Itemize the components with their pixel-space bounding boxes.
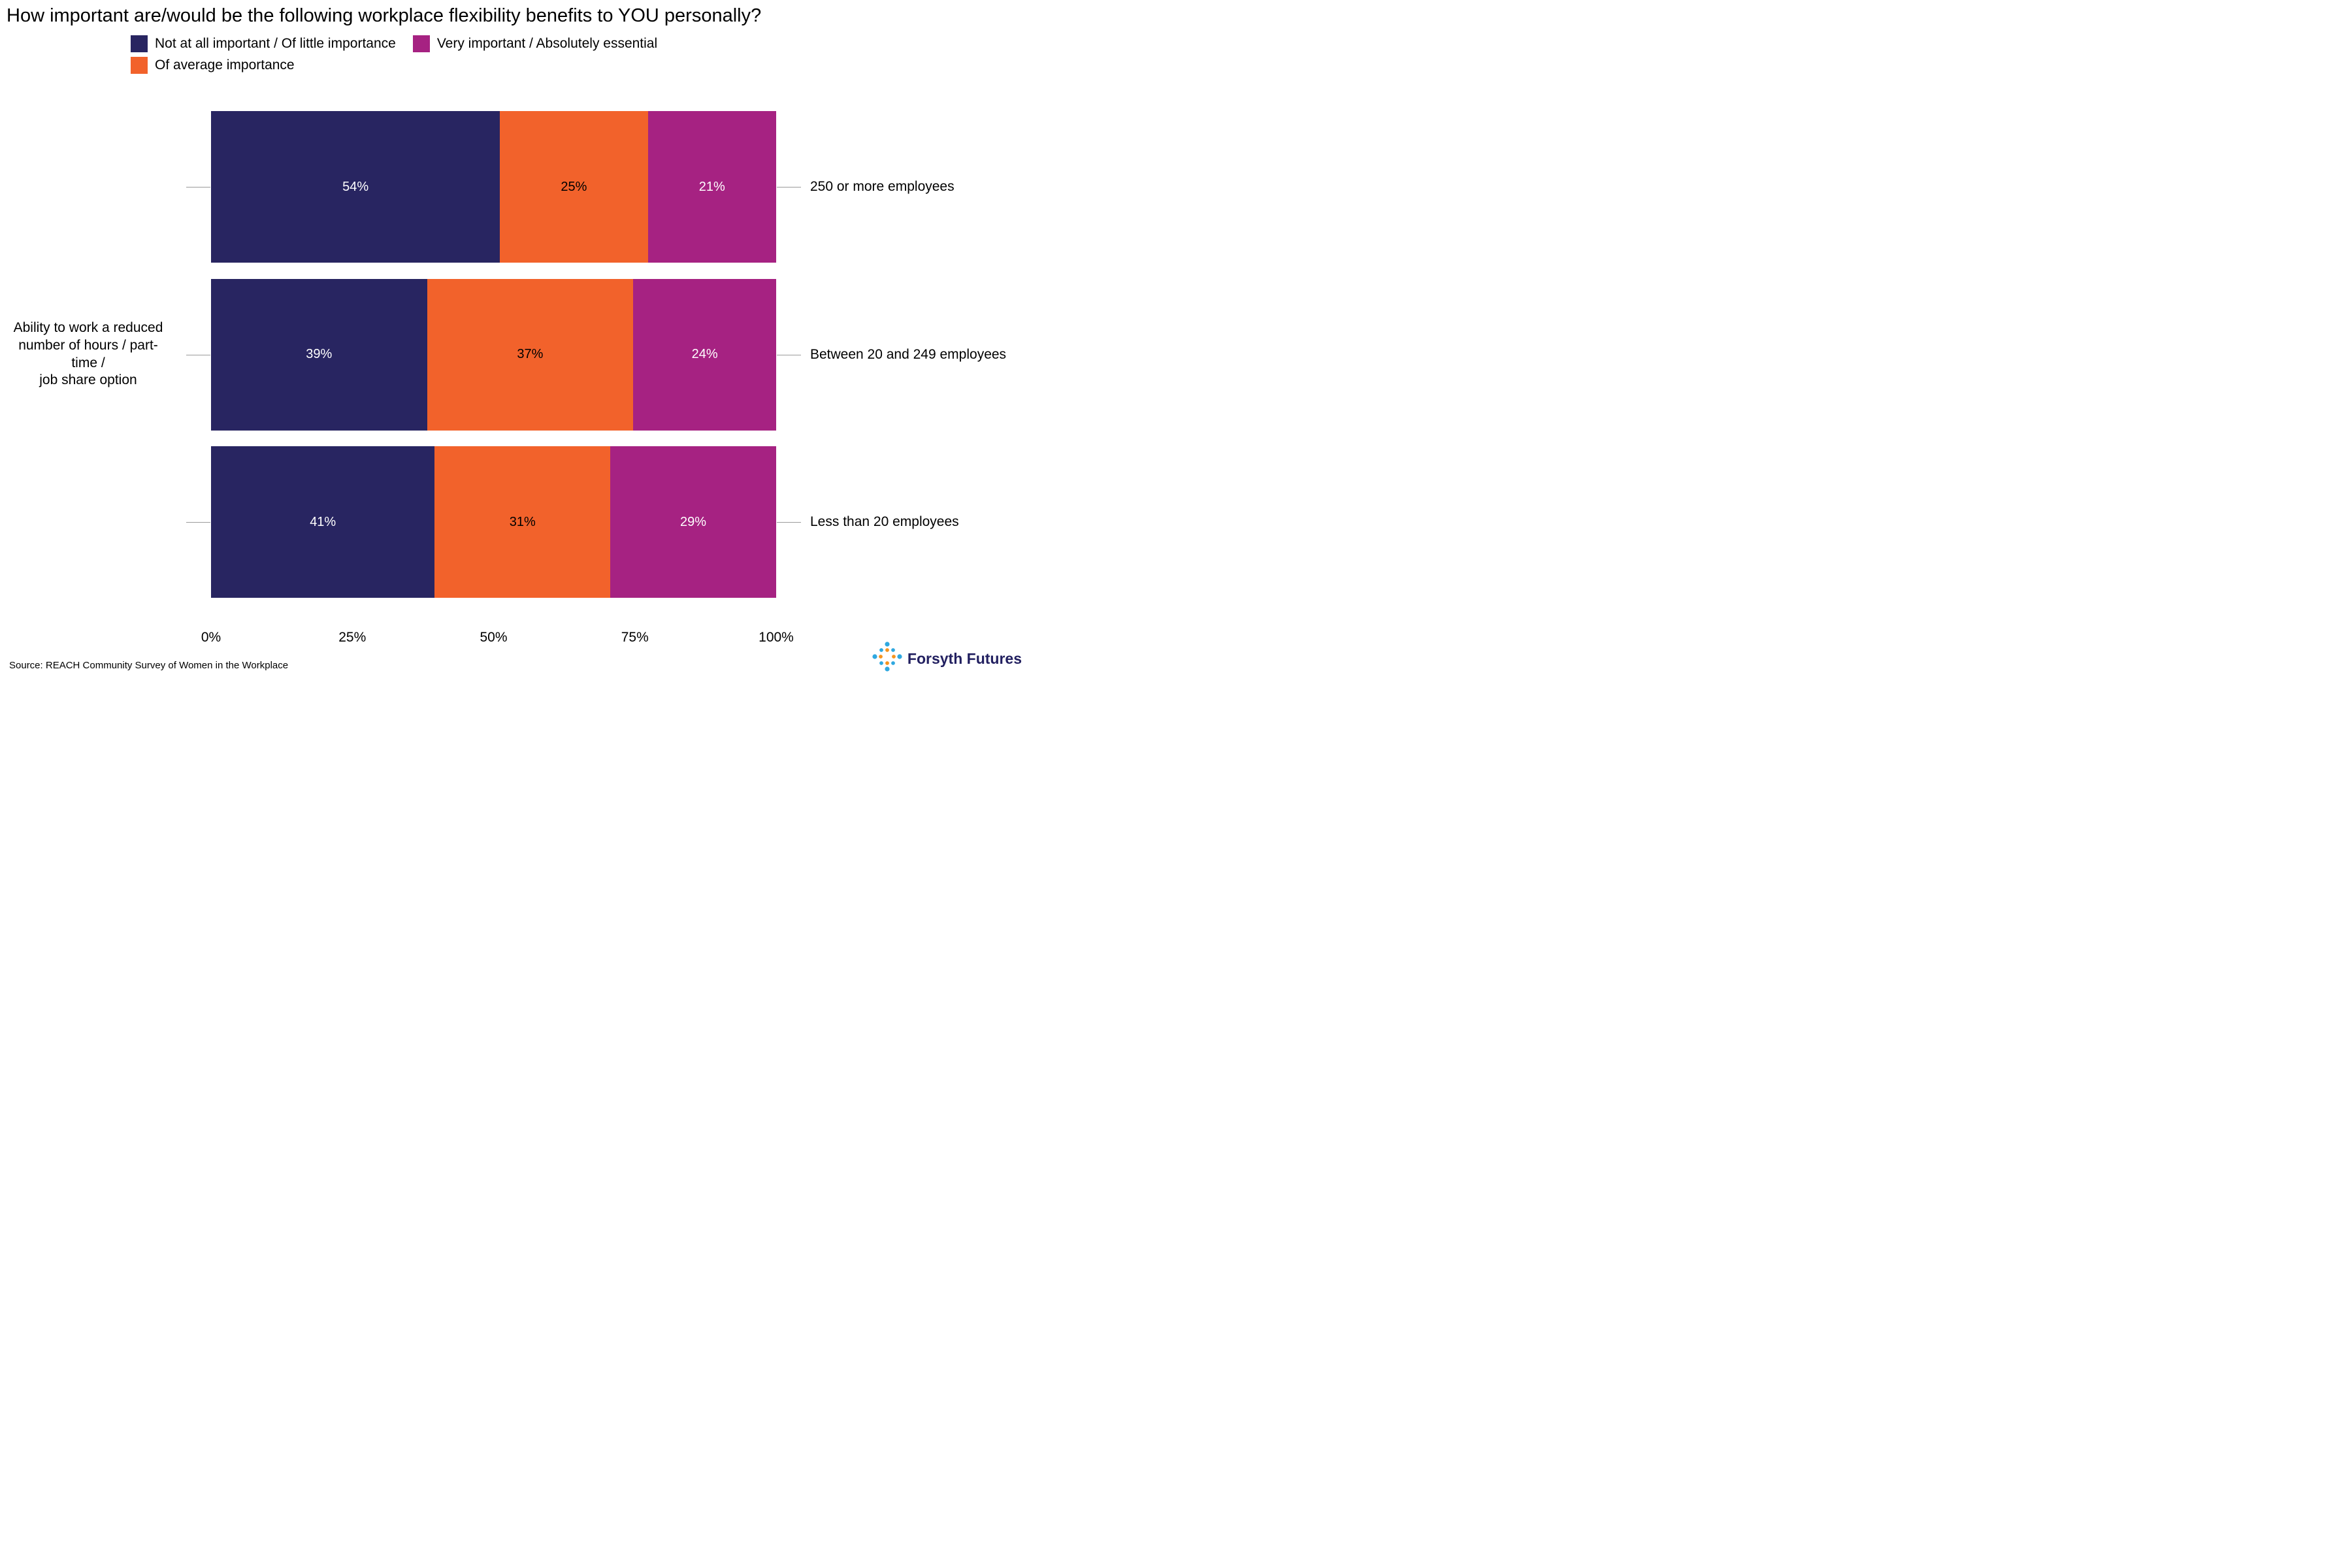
x-tick-label: 100% xyxy=(759,630,794,645)
y-axis-label: Ability to work a reduced number of hour… xyxy=(7,111,170,598)
bar-segment: 41% xyxy=(211,446,435,598)
chart-page: How important are/would be the following… xyxy=(0,0,1024,683)
y-axis-tick-right xyxy=(777,522,801,523)
legend-label: Of average importance xyxy=(155,57,295,73)
bar-value-label: 25% xyxy=(561,179,587,194)
bar-value-label: 41% xyxy=(310,514,336,529)
legend-swatch-icon xyxy=(412,35,430,52)
bar-segment: 31% xyxy=(434,446,611,598)
x-tick-label: 25% xyxy=(338,630,367,645)
x-tick-label: 0% xyxy=(201,630,221,645)
bar-segment: 54% xyxy=(211,111,500,263)
legend-swatch-icon xyxy=(131,56,148,74)
legend-item-2: Very important / Absolutely essential xyxy=(412,33,658,54)
x-tick-label: 50% xyxy=(480,630,508,645)
bar-segment: 24% xyxy=(633,278,776,431)
bar-value-label: 29% xyxy=(680,514,707,529)
dot-burst-logo-svg xyxy=(872,642,902,672)
y-axis-tick-left xyxy=(186,187,210,188)
legend-item-1: Of average importance xyxy=(131,54,396,76)
dot-burst-logo-icon xyxy=(871,640,904,678)
bar-row: 41% 31% 29% Less than 20 employees xyxy=(186,446,959,598)
bar-segment: 25% xyxy=(500,111,648,263)
brand-logo: Forsyth Futures xyxy=(871,640,1022,678)
x-axis: 0% 25% 50% 75% 100% xyxy=(201,630,794,647)
x-tick-label: 75% xyxy=(621,630,649,645)
legend: Not at all important / Of little importa… xyxy=(131,33,657,76)
category-label: 250 or more employees xyxy=(810,179,955,194)
bar-value-label: 21% xyxy=(698,179,725,194)
y-axis-tick-right xyxy=(777,187,801,188)
legend-label: Very important / Absolutely essential xyxy=(436,35,658,51)
bar-value-label: 54% xyxy=(342,179,369,194)
plot-area: 54% 25% 21% 250 or more employees 39% 37% 24% B… xyxy=(186,111,1006,598)
category-label: Less than 20 employees xyxy=(810,514,959,529)
category-label: Between 20 and 249 employees xyxy=(810,346,1007,362)
bar-row: 54% 25% 21% 250 or more employees xyxy=(186,111,955,263)
legend-item-0: Not at all important / Of little importa… xyxy=(131,33,396,54)
bar-segment: 29% xyxy=(610,446,777,598)
bar-value-label: 39% xyxy=(306,347,333,361)
y-axis-label-text: Ability to work a reduced number of hour… xyxy=(13,319,163,388)
legend-swatch-icon xyxy=(131,35,148,52)
bar-segment: 37% xyxy=(427,278,634,431)
bar-segment: 39% xyxy=(211,278,427,431)
bar-value-label: 37% xyxy=(517,347,544,361)
legend-label: Not at all important / Of little importa… xyxy=(155,35,396,51)
y-axis-tick-left xyxy=(186,522,210,523)
brand-name: Forsyth Futures xyxy=(907,650,1022,667)
bar-segment: 21% xyxy=(647,111,777,263)
source-note: Source: REACH Community Survey of Women … xyxy=(9,660,289,671)
bar-value-label: 31% xyxy=(509,514,536,529)
bar-row: 39% 37% 24% Between 20 and 249 employees xyxy=(186,278,1006,431)
bar-value-label: 24% xyxy=(691,347,718,361)
chart-title: How important are/would be the following… xyxy=(7,5,762,26)
